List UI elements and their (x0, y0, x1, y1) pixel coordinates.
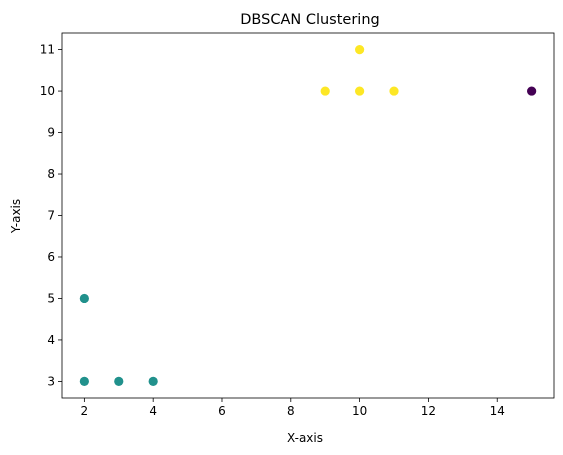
x-tick-label: 8 (287, 404, 295, 418)
plot-frame (61, 32, 555, 399)
data-point (355, 86, 365, 96)
y-tick-label: 8 (47, 167, 55, 181)
data-point (79, 376, 89, 387)
chart-title: DBSCAN Clustering (240, 12, 379, 28)
data-point (355, 44, 365, 55)
y-axis-label: Y-axis (9, 199, 23, 234)
data-point (148, 376, 158, 387)
data-point (389, 86, 399, 96)
y-tick-label: 4 (47, 333, 55, 347)
x-axis-label: X-axis (287, 431, 323, 445)
y-tick-label: 9 (47, 126, 55, 140)
y-tick-label: 6 (47, 250, 55, 264)
y-tick-label: 3 (47, 374, 55, 388)
data-point (79, 293, 89, 304)
y-tick-label: 7 (47, 209, 55, 223)
x-tick-label: 2 (81, 404, 89, 418)
y-tick-label: 11 (40, 43, 55, 57)
x-tick-label: 14 (490, 404, 505, 418)
x-tick-label: 4 (149, 404, 157, 418)
y-tick-label: 5 (47, 291, 55, 305)
plot-area: 2 4 6 8 10 12 14 3 4 5 6 7 8 9 10 11 (40, 32, 555, 418)
data-point (527, 86, 537, 96)
y-tick-label: 10 (40, 84, 55, 98)
x-tick-label: 10 (352, 404, 367, 418)
data-point (114, 376, 124, 387)
data-point (320, 86, 330, 96)
x-tick-label: 12 (421, 404, 436, 418)
x-tick-label: 6 (218, 404, 226, 418)
